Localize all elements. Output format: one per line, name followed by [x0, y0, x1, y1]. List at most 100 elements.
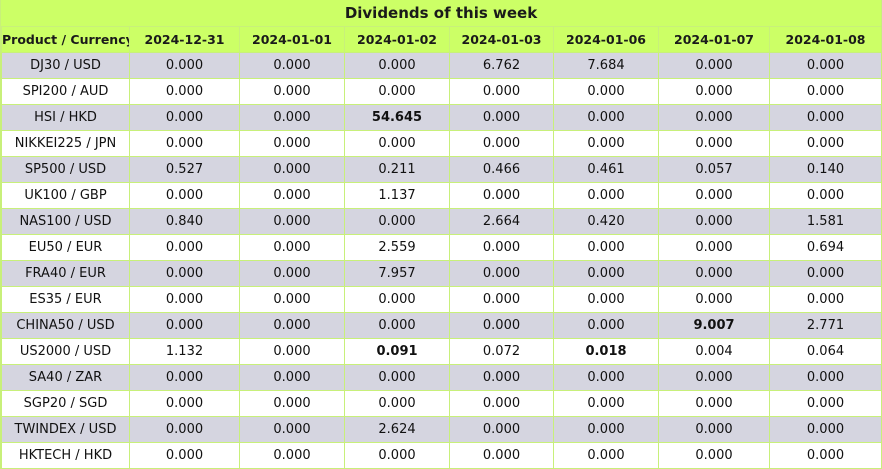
dividend-value-cell: 54.645 — [344, 104, 450, 131]
dividend-value-cell: 0.000 — [449, 286, 554, 313]
dividend-value-cell: 0.000 — [449, 260, 554, 287]
dividend-value-cell: 0.527 — [129, 156, 240, 183]
dividend-value-cell: 0.000 — [449, 442, 554, 469]
table-row: EU50 / EUR 0.000 0.000 2.559 0.000 0.000 0.000… — [1, 234, 882, 261]
table-row: SPI200 / AUD 0.000 0.000 0.000 0.000 0.000 0.0… — [1, 78, 882, 105]
dividend-value-cell: 0.000 — [553, 260, 659, 287]
product-cell: NIKKEI225 / JPN — [1, 130, 130, 157]
dividend-value-cell: 0.000 — [769, 442, 882, 469]
dividend-value-cell: 0.000 — [658, 416, 770, 443]
table-row: SGP20 / SGD 0.000 0.000 0.000 0.000 0.000 0.00… — [1, 390, 882, 417]
dividend-value-cell: 7.684 — [553, 52, 659, 79]
dividend-value-cell: 0.000 — [769, 260, 882, 287]
product-cell: TWINDEX / USD — [1, 416, 130, 443]
table-row: ES35 / EUR 0.000 0.000 0.000 0.000 0.000 0.000… — [1, 286, 882, 313]
product-cell: HSI / HKD — [1, 104, 130, 131]
dividend-value-cell: 1.132 — [129, 338, 240, 365]
page-title: Dividends of this week — [1, 0, 881, 26]
dividend-value-cell: 0.000 — [344, 390, 450, 417]
dividend-value-cell: 0.057 — [658, 156, 770, 183]
dividend-value-cell: 0.000 — [658, 286, 770, 313]
dividend-value-cell: 6.762 — [449, 52, 554, 79]
dividend-value-cell: 0.000 — [769, 104, 882, 131]
dividend-value-cell: 0.000 — [658, 104, 770, 131]
column-header-date: 2024-01-02 — [344, 26, 450, 53]
dividend-value-cell: 0.000 — [769, 182, 882, 209]
dividend-value-cell: 0.000 — [658, 182, 770, 209]
dividend-value-cell: 0.000 — [239, 390, 345, 417]
column-header-date: 2024-01-08 — [769, 26, 882, 53]
dividend-value-cell: 0.000 — [658, 130, 770, 157]
dividend-value-cell: 2.664 — [449, 208, 554, 235]
dividend-value-cell: 0.000 — [129, 416, 240, 443]
dividend-value-cell: 0.000 — [239, 78, 345, 105]
dividend-value-cell: 0.000 — [449, 312, 554, 339]
column-header-date: 2024-01-06 — [553, 26, 659, 53]
dividend-value-cell: 0.018 — [553, 338, 659, 365]
table-row: HKTECH / HKD 0.000 0.000 0.000 0.000 0.000 0.0… — [1, 442, 882, 469]
product-cell: FRA40 / EUR — [1, 260, 130, 287]
dividend-value-cell: 0.000 — [129, 364, 240, 391]
dividend-value-cell: 0.000 — [769, 130, 882, 157]
dividend-value-cell: 0.000 — [769, 286, 882, 313]
dividend-value-cell: 0.694 — [769, 234, 882, 261]
dividend-value-cell: 0.000 — [658, 442, 770, 469]
product-cell: EU50 / EUR — [1, 234, 130, 261]
dividend-value-cell: 0.000 — [344, 78, 450, 105]
dividend-value-cell: 0.000 — [658, 390, 770, 417]
product-cell: SGP20 / SGD — [1, 390, 130, 417]
dividend-value-cell: 0.000 — [769, 52, 882, 79]
dividend-value-cell: 0.000 — [769, 364, 882, 391]
dividend-value-cell: 0.072 — [449, 338, 554, 365]
dividend-value-cell: 0.000 — [129, 260, 240, 287]
dividend-value-cell: 0.000 — [553, 286, 659, 313]
column-header-date: 2024-01-01 — [239, 26, 345, 53]
dividend-value-cell: 0.000 — [129, 104, 240, 131]
dividend-value-cell: 0.000 — [344, 286, 450, 313]
dividend-value-cell: 0.461 — [553, 156, 659, 183]
dividend-value-cell: 0.211 — [344, 156, 450, 183]
product-cell: UK100 / GBP — [1, 182, 130, 209]
table-row: SA40 / ZAR 0.000 0.000 0.000 0.000 0.000 0.000… — [1, 364, 882, 391]
dividend-value-cell: 0.000 — [553, 234, 659, 261]
dividend-value-cell: 0.000 — [239, 260, 345, 287]
dividend-value-cell: 0.000 — [553, 182, 659, 209]
product-cell: CHINA50 / USD — [1, 312, 130, 339]
dividend-value-cell: 0.000 — [449, 78, 554, 105]
dividend-value-cell: 0.000 — [658, 208, 770, 235]
dividend-value-cell: 0.000 — [449, 364, 554, 391]
dividend-value-cell: 9.007 — [658, 312, 770, 339]
dividend-value-cell: 0.000 — [344, 130, 450, 157]
dividend-value-cell: 0.000 — [239, 104, 345, 131]
table-body: DJ30 / USD 0.000 0.000 0.000 6.762 7.684 0.000… — [1, 52, 882, 469]
dividend-value-cell: 0.000 — [239, 208, 345, 235]
dividend-value-cell: 0.000 — [553, 442, 659, 469]
dividend-value-cell: 0.000 — [553, 104, 659, 131]
dividend-value-cell: 0.000 — [553, 130, 659, 157]
dividend-value-cell: 0.000 — [239, 52, 345, 79]
column-header-date: 2024-12-31 — [129, 26, 240, 53]
product-cell: US2000 / USD — [1, 338, 130, 365]
dividend-value-cell: 0.000 — [658, 52, 770, 79]
product-cell: HKTECH / HKD — [1, 442, 130, 469]
dividend-value-cell: 0.000 — [449, 130, 554, 157]
dividend-value-cell: 0.000 — [553, 364, 659, 391]
dividend-value-cell: 0.000 — [239, 364, 345, 391]
dividend-value-cell: 0.000 — [129, 312, 240, 339]
dividend-value-cell: 0.000 — [553, 312, 659, 339]
table-header-row: Product / Currency 2024-12-31 2024-01-01… — [1, 26, 882, 53]
dividend-value-cell: 1.137 — [344, 182, 450, 209]
table-row: US2000 / USD 1.132 0.000 0.091 0.072 0.018 0.0… — [1, 338, 882, 365]
dividends-table: Product / Currency 2024-12-31 2024-01-01… — [1, 26, 882, 469]
table-row: FRA40 / EUR 0.000 0.000 7.957 0.000 0.000 0.00… — [1, 260, 882, 287]
product-cell: ES35 / EUR — [1, 286, 130, 313]
table-row: CHINA50 / USD 0.000 0.000 0.000 0.000 0.000 9.… — [1, 312, 882, 339]
column-header-product: Product / Currency — [1, 26, 130, 53]
table-row: DJ30 / USD 0.000 0.000 0.000 6.762 7.684 0.000… — [1, 52, 882, 79]
dividend-value-cell: 0.000 — [129, 182, 240, 209]
table-row: HSI / HKD 0.000 0.000 54.645 0.000 0.000 0.000… — [1, 104, 882, 131]
dividend-value-cell: 0.840 — [129, 208, 240, 235]
dividend-value-cell: 0.466 — [449, 156, 554, 183]
dividend-value-cell: 0.064 — [769, 338, 882, 365]
dividend-value-cell: 0.000 — [553, 390, 659, 417]
